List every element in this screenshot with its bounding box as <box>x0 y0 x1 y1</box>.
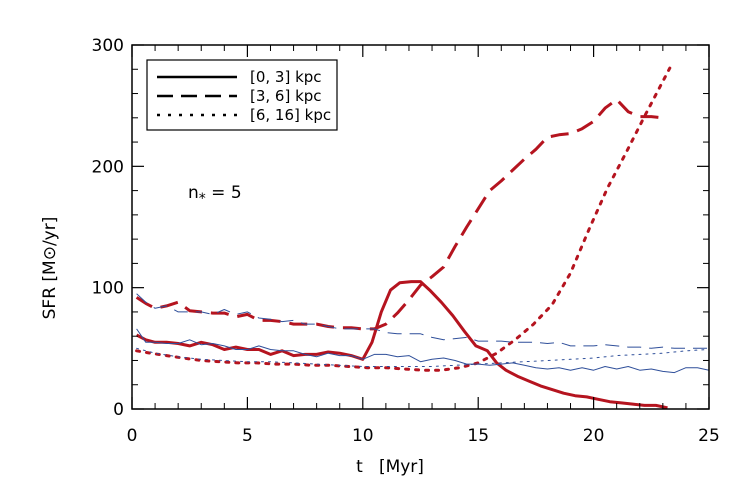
y-axis-title: SFR [M⊙/yr] <box>40 217 60 320</box>
y-tick-label: 200 <box>92 157 124 177</box>
series-line-blue-dotted <box>136 347 710 367</box>
legend-label-3-6-kpc: [3, 6] kpc <box>250 87 322 105</box>
legend-label-0-3-kpc: [0, 3] kpc <box>250 68 322 86</box>
x-tick-label: 25 <box>698 426 720 446</box>
annotation-n: n <box>188 183 199 203</box>
x-tick-label: 0 <box>127 426 138 446</box>
plot-frame <box>131 44 710 410</box>
y-tick-label: 100 <box>92 279 124 299</box>
series-line-red-solid <box>135 280 668 410</box>
y-tick-label: 0 <box>113 400 124 420</box>
n-star-annotation: n* = 5 <box>188 183 242 207</box>
ticks-layer: 0 5 10 15 20 25 0 100 200 300 <box>92 36 720 446</box>
x-tick-label: 15 <box>467 426 489 446</box>
legend-label-6-16-kpc: [6, 16] kpc <box>250 106 331 124</box>
annotation-value: = 5 <box>206 183 242 203</box>
series-line-blue-dashed <box>136 293 709 349</box>
x-tick-label: 20 <box>583 426 605 446</box>
series-line-red-dashed <box>135 98 663 331</box>
x-axis-title: t [Myr] <box>356 457 424 477</box>
series-line-blue-solid <box>136 328 710 374</box>
x-tick-label: 10 <box>352 426 374 446</box>
series-line-red-dotted <box>135 66 672 372</box>
series-layer <box>135 66 710 410</box>
x-tick-label: 5 <box>242 426 253 446</box>
annotation-subscript: * <box>199 191 206 207</box>
legend: [0, 3] kpc [3, 6] kpc [6, 16] kpc <box>146 59 338 131</box>
y-tick-label: 300 <box>92 36 124 56</box>
legend-box <box>146 59 338 131</box>
